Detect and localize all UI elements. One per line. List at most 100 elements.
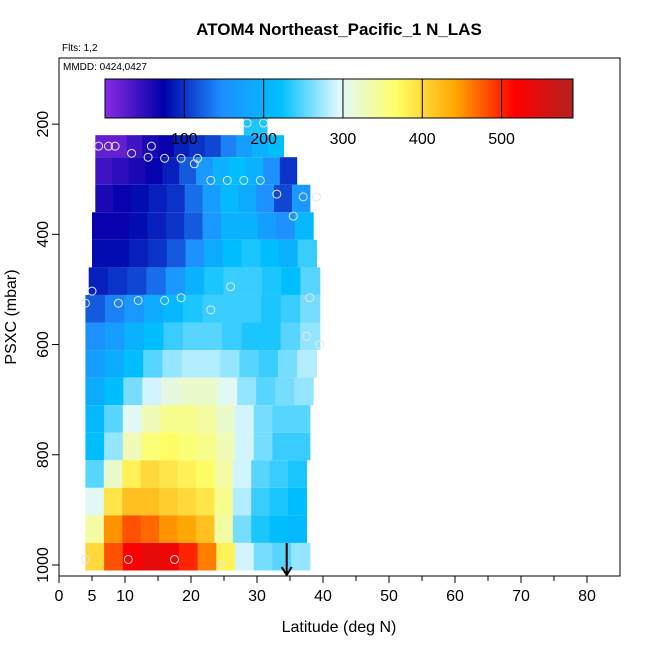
heatmap-cell	[165, 267, 186, 295]
sample-point	[288, 211, 298, 221]
sample-points	[80, 118, 325, 569]
heatmap-cell	[272, 405, 292, 433]
heatmap-cell	[177, 460, 197, 488]
heatmap-cell	[110, 239, 130, 268]
heatmap-cell	[279, 157, 298, 185]
heatmap-cell	[180, 377, 200, 406]
heatmap-cell	[277, 350, 298, 378]
heatmap-cell	[127, 267, 148, 295]
y-tick-label: 800	[35, 441, 52, 468]
heatmap-cell	[92, 239, 112, 268]
heatmap-cell	[197, 405, 217, 433]
heatmap-cell	[184, 267, 205, 295]
heatmap-cell	[269, 487, 289, 516]
heatmap-cell	[261, 294, 282, 323]
sample-point	[87, 286, 97, 296]
heatmap-cell	[216, 542, 236, 571]
colorbar-fill	[104, 78, 574, 119]
heatmap-cell	[220, 212, 240, 240]
heatmap-cell	[160, 542, 180, 571]
heatmap-cell	[131, 184, 150, 213]
heatmap-cell	[232, 515, 252, 543]
heatmap-cell	[178, 405, 199, 433]
heatmap-cell	[239, 212, 259, 240]
heatmap-cell	[269, 460, 289, 488]
heatmap-cell	[85, 322, 106, 351]
heatmap-cell	[267, 135, 284, 158]
heatmap-cell	[123, 377, 143, 406]
sample-point	[206, 305, 216, 315]
heatmap-cell	[140, 460, 160, 488]
heatmap-cell	[104, 542, 124, 571]
y-axis: 200 400 600 800 1000	[35, 111, 59, 583]
heatmap-cell	[173, 135, 190, 158]
heatmap-cell	[129, 239, 149, 268]
heatmap-cell	[160, 432, 180, 461]
heatmap-cell	[222, 294, 243, 323]
colorbar: 100 200 300 400 500	[104, 78, 574, 148]
heatmap-cell	[92, 212, 112, 240]
heatmap-cell	[165, 212, 185, 240]
heatmap-cell	[297, 239, 317, 268]
arrow-head	[280, 566, 293, 577]
heatmap-cell	[291, 542, 311, 571]
heatmap-cell	[279, 239, 299, 268]
sample-point	[176, 293, 186, 303]
heatmap-cell	[204, 239, 224, 268]
heatmap-cell	[272, 542, 292, 571]
heatmap-cell	[261, 322, 282, 351]
heatmap-cell	[85, 405, 105, 433]
heatmap-cell	[251, 515, 271, 543]
heatmap-cell	[104, 350, 125, 378]
heatmap-cell	[88, 267, 109, 295]
heatmap-cell	[288, 460, 308, 488]
heatmap-cell	[281, 267, 302, 295]
heatmap-cell	[300, 294, 321, 323]
sample-point	[104, 141, 113, 151]
sample-point	[80, 554, 90, 564]
heatmap-cell	[195, 157, 214, 185]
sample-point	[226, 282, 236, 292]
heatmap-cell	[189, 135, 206, 158]
heatmap-cell	[256, 184, 275, 213]
sample-point	[222, 175, 232, 185]
colorbar-tick-label: 100	[171, 131, 198, 148]
x-axis-label: Latitude (deg N)	[282, 619, 397, 636]
heatmap-cell	[122, 515, 142, 543]
heatmap-cell	[128, 212, 148, 240]
heatmap-cell	[148, 184, 168, 213]
flights-label: Flts: 1,2	[62, 43, 98, 54]
heatmap-cell	[214, 460, 234, 488]
heatmap-cell	[288, 487, 308, 516]
heatmap-cell	[95, 157, 113, 185]
sample-point	[302, 331, 311, 341]
heatmap-cell	[294, 377, 314, 406]
heatmap-cell	[163, 294, 184, 323]
heatmap-cell	[159, 487, 179, 516]
heatmap-cell	[276, 212, 296, 240]
heatmap-cell	[195, 460, 215, 488]
sample-point	[110, 141, 120, 151]
heatmap-cell	[103, 515, 123, 543]
x-tick-label: 10	[116, 588, 134, 605]
heatmap-cell	[161, 377, 181, 406]
heatmap-cell	[197, 542, 217, 571]
heatmap-cell	[103, 487, 123, 516]
heatmap-cell	[257, 212, 277, 240]
sample-point	[143, 152, 153, 162]
heatmap-cell	[288, 515, 308, 543]
heatmap-cell	[122, 460, 142, 488]
sample-point	[127, 148, 137, 158]
sample-point	[315, 340, 325, 350]
heatmap-cell	[85, 460, 105, 488]
heatmap-cell	[128, 157, 147, 185]
sample-point	[216, 559, 226, 569]
heatmap-cell	[141, 405, 161, 433]
sample-point	[272, 189, 282, 199]
heatmap-cell	[291, 184, 311, 213]
x-tick-label: 60	[446, 588, 464, 605]
heatmap-cell	[85, 432, 105, 461]
heatmap-cell	[177, 515, 197, 543]
heatmap-cell	[272, 432, 292, 461]
sample-point	[189, 159, 199, 169]
